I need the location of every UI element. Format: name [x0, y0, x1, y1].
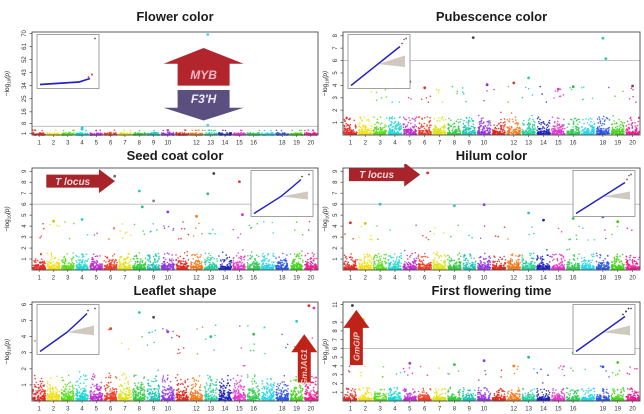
svg-text:5: 5 [333, 71, 339, 75]
svg-text:13: 13 [207, 141, 214, 147]
panel-title: Pubescence color [435, 9, 548, 24]
panel-title: Seed coat color [126, 148, 224, 163]
svg-text:19: 19 [614, 141, 621, 147]
svg-text:8: 8 [22, 121, 28, 125]
svg-text:8: 8 [453, 141, 457, 147]
svg-text:4: 4 [80, 141, 84, 147]
svg-text:10: 10 [165, 141, 172, 147]
svg-text:6: 6 [423, 141, 427, 147]
panel-title: First flowering time [431, 283, 552, 298]
svg-text:61: 61 [22, 43, 28, 50]
svg-text:1: 1 [22, 131, 28, 135]
panel-title: Flower color [136, 9, 214, 24]
svg-text:18: 18 [279, 141, 286, 147]
svg-text:3: 3 [378, 141, 382, 147]
svg-text:18: 18 [600, 141, 607, 147]
manhattan-plot-pubescence-color: 1 2 3 4 5 6 7 8 −log10(p) 1 2 3 4 5 6 7 8 9 10 12 13 14 15 16 18… [322, 28, 644, 148]
svg-text:MYB: MYB [190, 68, 217, 82]
svg-text:12: 12 [193, 141, 200, 147]
panel-leaflet-shape: Leaflet shape 1 2 3 4 5 6 −log10(p) 1 2 3 4 5 6 7 8 9 10… [0, 283, 322, 414]
svg-text:2: 2 [364, 141, 368, 147]
svg-text:8: 8 [333, 33, 339, 37]
panel-title: Hilum color [455, 148, 528, 163]
manhattan-plot-leaflet-shape: 1 2 3 4 5 6 −log10(p) 1 2 3 4 5 6 7 8 9 10 12 13 14 15 16 18 19… [0, 298, 322, 414]
panel-flower-color: Flower color 1 8 16 25 34 43 52 61 70 −log10(p) 1 2… [0, 0, 322, 148]
svg-text:70: 70 [22, 29, 28, 36]
svg-text:16: 16 [570, 141, 577, 147]
svg-text:8: 8 [138, 141, 142, 147]
svg-text:12: 12 [510, 141, 517, 147]
svg-text:1: 1 [37, 141, 41, 147]
svg-text:5: 5 [408, 141, 412, 147]
svg-text:2: 2 [52, 141, 56, 147]
svg-text:15: 15 [555, 141, 562, 147]
svg-text:1: 1 [349, 141, 353, 147]
svg-text:F3'H: F3'H [191, 92, 217, 106]
svg-text:19: 19 [293, 141, 300, 147]
svg-text:34: 34 [22, 82, 28, 89]
svg-text:43: 43 [22, 69, 28, 76]
manhattan-plot-flower-color: 1 8 16 25 34 43 52 61 70 −log10(p) 1 2 3 4 5 6 7 8 9 10 12 13… [0, 28, 322, 148]
svg-text:16: 16 [250, 141, 257, 147]
svg-text:25: 25 [22, 95, 28, 102]
panel-first-flowering-time: First flowering time 1 2 3 4 5 6 7 8 9 11 −log10(p… [322, 283, 644, 414]
svg-text:6: 6 [333, 58, 339, 62]
svg-text:7: 7 [333, 46, 339, 50]
svg-text:7: 7 [438, 141, 442, 147]
svg-text:16: 16 [22, 108, 28, 115]
svg-text:15: 15 [236, 141, 243, 147]
svg-text:10: 10 [481, 141, 488, 147]
svg-text:−log10(p): −log10(p) [322, 71, 330, 96]
svg-text:6: 6 [109, 141, 113, 147]
panel-seed-coat-color: Seed coat color 1 2 3 4 5 6 7 8 9 −log10(p) 1 2 3 4 5 6… [0, 148, 322, 283]
svg-text:13: 13 [525, 141, 532, 147]
panel-hilum-color: Hilum color 1 2 3 4 5 6 7 8 9 −log10(p) 1 2 3 4 5 6 7 8 9 1… [322, 148, 644, 283]
svg-text:3: 3 [333, 95, 339, 99]
svg-text:5: 5 [95, 141, 99, 147]
manhattan-plot-first-flowering-time: 1 2 3 4 5 6 7 8 9 11 −log10(p) 1 2 3 4 5 6 7 8 9 10 12 13 14 15 1… [322, 298, 644, 414]
svg-text:2: 2 [333, 108, 339, 112]
svg-text:9: 9 [152, 141, 156, 147]
svg-text:20: 20 [629, 141, 636, 147]
svg-text:4: 4 [393, 141, 397, 147]
svg-text:52: 52 [22, 56, 28, 63]
manhattan-plot-seed-coat-color: 1 2 3 4 5 6 7 8 9 −log10(p) 1 2 3 4 5 6 7 8 9 10 12 13 14 15 16 1… [0, 164, 322, 283]
svg-text:14: 14 [540, 141, 547, 147]
manhattan-plot-hilum-color: 1 2 3 4 5 6 7 8 9 −log10(p) 1 2 3 4 5 6 7 8 9 10 12 13 14 15 16 1… [322, 164, 644, 283]
svg-text:7: 7 [123, 141, 127, 147]
svg-text:−log10(p): −log10(p) [4, 71, 12, 96]
svg-text:3: 3 [66, 141, 70, 147]
svg-text:1: 1 [333, 120, 339, 124]
svg-text:14: 14 [222, 141, 229, 147]
panel-pubescence-color: Pubescence color 1 2 3 4 5 6 7 8 −log10(p) 1 2 3 4 5 6… [322, 0, 644, 148]
svg-text:20: 20 [308, 141, 315, 147]
panel-title: Leaflet shape [133, 283, 217, 298]
svg-text:9: 9 [468, 141, 472, 147]
svg-text:4: 4 [333, 83, 339, 87]
